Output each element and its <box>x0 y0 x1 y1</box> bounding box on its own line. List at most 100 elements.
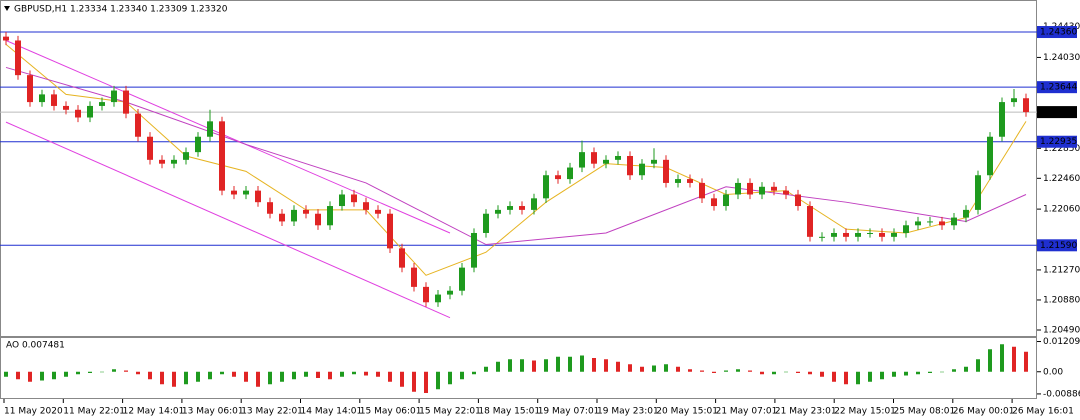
candle-body <box>1011 98 1017 103</box>
candle-body <box>267 202 273 214</box>
x-tick-label: 13 May 22:01 <box>241 407 303 417</box>
candle-body <box>111 90 117 103</box>
ao-bar <box>940 371 944 373</box>
ao-bar <box>172 371 176 387</box>
ao-bar <box>892 371 896 377</box>
ao-bar <box>484 366 488 372</box>
candle-body <box>783 190 789 195</box>
candle-body <box>51 94 57 106</box>
level-label-box <box>1037 26 1077 39</box>
ao-bar <box>340 371 344 377</box>
candle-body <box>963 209 969 218</box>
ao-bar <box>976 359 980 372</box>
ao-bar <box>916 371 920 375</box>
ao-bar <box>856 371 860 385</box>
candle-body <box>507 206 513 210</box>
candle-body <box>843 232 849 237</box>
level-label: 1.22935 <box>1040 137 1077 147</box>
x-tick-label: 25 May 08:01 <box>894 407 956 417</box>
candle-body <box>339 194 345 207</box>
ao-bar <box>628 364 632 372</box>
candle-body <box>807 206 813 237</box>
ao-bar <box>292 371 296 380</box>
candle-body <box>867 232 873 234</box>
candle-body <box>951 217 957 226</box>
x-tick-label: 15 May 22:01 <box>419 407 481 417</box>
candle-body <box>387 213 393 249</box>
ao-bar <box>952 369 956 372</box>
ao-bar <box>352 371 356 375</box>
ao-bar <box>844 371 848 385</box>
current-price-box <box>1037 106 1077 119</box>
candle-body <box>855 232 861 237</box>
ao-bar <box>832 371 836 382</box>
ao-bar <box>532 360 536 372</box>
y-tick-label: 1.24030 <box>1043 53 1080 63</box>
candle-body <box>747 182 753 195</box>
ao-bar <box>364 371 368 376</box>
x-tick-label: 13 May 06:01 <box>182 407 244 417</box>
level-label-box <box>1037 81 1077 94</box>
candle-body <box>927 221 933 223</box>
candle-body <box>375 209 381 214</box>
ao-bar <box>964 366 968 372</box>
candle-body <box>939 221 945 226</box>
candle-body <box>207 121 213 137</box>
candle-body <box>351 194 357 203</box>
candle-body <box>999 102 1005 137</box>
ao-bar <box>148 371 152 380</box>
ao-bar <box>220 371 224 375</box>
level-label: 1.24360 <box>1040 28 1077 38</box>
candle-body <box>495 209 501 214</box>
x-tick-label: 22 May 15:01 <box>834 407 896 417</box>
ao-bar <box>1012 346 1016 372</box>
ao-bar <box>28 371 32 382</box>
candle-body <box>987 136 993 176</box>
ao-bar <box>112 369 116 372</box>
candle-body <box>327 206 333 226</box>
candle-body <box>411 267 417 287</box>
ao-bar <box>712 371 716 373</box>
candle-body <box>591 152 597 164</box>
x-tick-label: 18 May 15:01 <box>478 407 540 417</box>
ao-bar <box>868 371 872 382</box>
x-tick-label: 21 May 23:01 <box>775 407 837 417</box>
ao-bar <box>604 359 608 372</box>
candle-body <box>723 194 729 207</box>
x-tick-label: 26 May 00:01 <box>953 407 1015 417</box>
candle-body <box>567 167 573 180</box>
x-tick-label: 19 May 07:01 <box>538 407 600 417</box>
candle-body <box>891 232 897 237</box>
candle-body <box>231 190 237 195</box>
ao-bar <box>1000 344 1004 372</box>
ao-bar <box>580 355 584 372</box>
ao-bar <box>184 371 188 385</box>
main-frame <box>0 0 1037 337</box>
candle-body <box>579 152 585 168</box>
candle-body <box>975 175 981 210</box>
y-tick-label: 0.00 <box>1043 367 1063 377</box>
ao-bar <box>52 371 56 380</box>
ao-bar <box>748 370 752 372</box>
ao-bar <box>16 371 20 380</box>
x-tick-label: 26 May 16:01 <box>1012 407 1074 417</box>
candle-body <box>1023 98 1029 113</box>
ao-bar <box>568 356 572 372</box>
candle-body <box>651 159 657 164</box>
ao-bar <box>688 369 692 372</box>
candle-body <box>159 159 165 164</box>
candle-body <box>171 159 177 164</box>
ao-bar <box>652 365 656 372</box>
ao-bar <box>436 371 440 390</box>
candle-body <box>711 198 717 207</box>
y-tick-label: 1.22850 <box>1043 144 1080 154</box>
candle-body <box>759 186 765 195</box>
candle-body <box>399 248 405 268</box>
trendline <box>5 40 451 234</box>
ao-bar <box>616 361 620 372</box>
candle-body <box>219 121 225 191</box>
candle-body <box>699 182 705 199</box>
y-tick-label: 1.20490 <box>1043 325 1080 335</box>
candle-body <box>279 213 285 222</box>
